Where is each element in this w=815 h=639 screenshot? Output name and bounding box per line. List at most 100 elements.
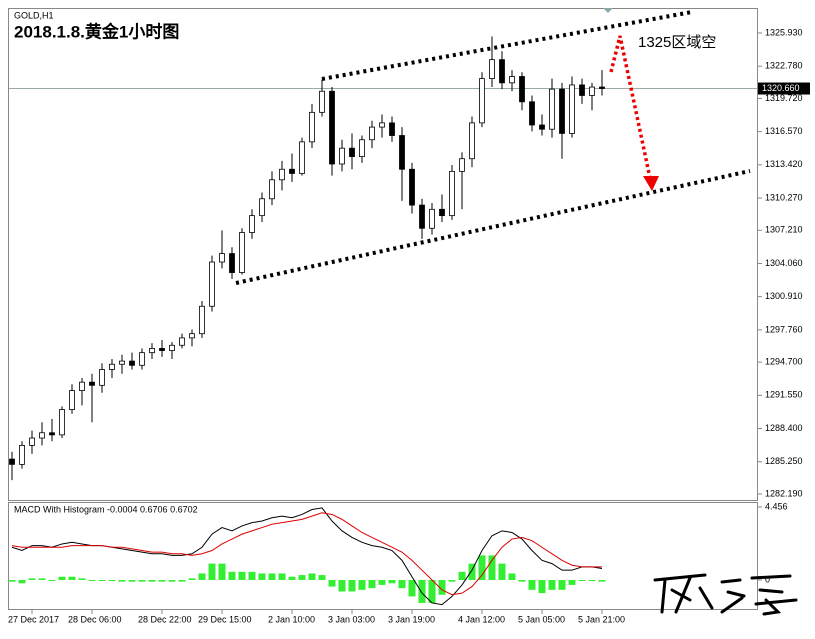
- macd-histogram-bar: [288, 576, 296, 581]
- candle-body: [59, 409, 65, 436]
- candle-body: [179, 337, 185, 346]
- candle-body: [19, 445, 25, 465]
- candle-body: [439, 208, 445, 217]
- macd-histogram-bar: [448, 580, 456, 582]
- candle-body: [279, 168, 285, 181]
- candle-body: [349, 147, 355, 158]
- macd-histogram-bar: [548, 580, 556, 590]
- candle-body: [89, 381, 95, 386]
- candle-body: [599, 86, 605, 89]
- macd-histogram-bar: [128, 580, 136, 582]
- macd-histogram-bar: [208, 563, 216, 581]
- macd-histogram-bar: [488, 555, 496, 581]
- y-tick-label: 1310.270: [765, 192, 803, 202]
- y-tick-label: 1319.720: [765, 93, 803, 103]
- macd-histogram-bar: [418, 580, 426, 603]
- candle-body: [229, 253, 235, 273]
- candle-body: [169, 344, 175, 351]
- candle-body: [69, 390, 75, 410]
- macd-histogram-bar: [178, 580, 186, 582]
- candle-body: [379, 122, 385, 128]
- macd-histogram-bar: [408, 580, 416, 597]
- macd-histogram-bar: [108, 580, 116, 582]
- macd-histogram-bar: [198, 573, 206, 581]
- macd-histogram-bar: [358, 580, 366, 590]
- candle-body: [569, 84, 575, 134]
- candle-body: [159, 348, 165, 351]
- y-tick-label: 1282.190: [765, 488, 803, 498]
- macd-histogram-bar: [318, 575, 326, 581]
- x-tick-label: 2 Jan 10:00: [268, 614, 315, 624]
- x-tick-label: 28 Dec 06:00: [68, 614, 122, 624]
- x-tick-label: 27 Dec 2017: [8, 614, 59, 624]
- macd-histogram-bar: [68, 576, 76, 581]
- macd-line: [11, 512, 602, 596]
- macd-histogram-bar: [478, 555, 486, 581]
- macd-y-tick-label: 0: [765, 574, 770, 584]
- macd-histogram-bar: [568, 580, 576, 585]
- macd-histogram-bar: [158, 580, 166, 582]
- candle-body: [509, 76, 515, 84]
- macd-histogram-bar: [258, 573, 266, 581]
- macd-histogram-bar: [588, 580, 596, 582]
- candle-body: [239, 232, 245, 273]
- y-tick-label: 1288.400: [765, 423, 803, 433]
- macd-histogram-bar: [498, 563, 506, 581]
- macd-histogram-bar: [328, 580, 336, 587]
- arrow-head: [643, 176, 659, 191]
- macd-histogram-bar: [278, 573, 286, 581]
- macd-histogram-bar: [58, 576, 66, 581]
- macd-histogram-bar: [428, 580, 436, 603]
- candle-body: [79, 381, 85, 391]
- macd-histogram-bar: [348, 580, 356, 592]
- candle-body: [9, 458, 15, 465]
- price-panel: [8, 8, 758, 501]
- candle-body: [309, 111, 315, 143]
- macd-histogram-bar: [148, 580, 156, 582]
- symbol: GOLD,H1: [14, 10, 54, 20]
- candle-body: [139, 352, 145, 366]
- candle-body: [49, 432, 55, 436]
- macd-histogram-bar: [438, 580, 446, 595]
- candle-body: [579, 84, 585, 96]
- annotation: 1325区域空: [638, 34, 716, 51]
- candle-body: [149, 348, 155, 354]
- macd-histogram-bar: [398, 580, 406, 589]
- macd-histogram-bar: [28, 578, 36, 581]
- macd-histogram-bar: [308, 573, 316, 581]
- macd-histogram-bar: [168, 580, 176, 582]
- macd-histogram-bar: [48, 580, 56, 582]
- macd-histogram-bar: [518, 580, 526, 582]
- macd-y-tick-label: 4.456: [765, 501, 788, 511]
- current-price-box: [758, 82, 810, 95]
- macd-histogram-bar: [378, 580, 386, 585]
- macd-histogram-bar: [558, 580, 566, 590]
- macd-histogram-bar: [248, 571, 256, 581]
- macd-histogram-bar: [578, 580, 586, 582]
- candle-body: [109, 363, 115, 370]
- candle-body: [199, 305, 205, 335]
- candle-body: [259, 198, 265, 217]
- y-tick-label: 1316.570: [765, 126, 803, 136]
- macd-histogram-bar: [298, 575, 306, 581]
- macd-histogram-bar: [188, 578, 196, 581]
- candle-body: [489, 59, 495, 80]
- y-tick-label: 1307.210: [765, 225, 803, 235]
- candle-body: [249, 215, 255, 233]
- candle-body: [499, 59, 505, 84]
- macd-histogram-bar: [118, 580, 126, 582]
- candle-body: [39, 432, 45, 439]
- current-price-label: 1320.660: [762, 83, 800, 93]
- candle-body: [189, 333, 195, 339]
- macd-histogram-bar: [98, 580, 106, 582]
- macd-histogram-bar: [38, 578, 46, 581]
- candle-body: [119, 360, 125, 365]
- x-tick-label: 3 Jan 19:00: [388, 614, 435, 624]
- y-tick-label: 1322.780: [765, 61, 803, 71]
- candle-body: [209, 261, 215, 307]
- candle-body: [319, 90, 325, 113]
- macd-histogram-bar: [598, 580, 606, 582]
- candle-body: [409, 168, 415, 206]
